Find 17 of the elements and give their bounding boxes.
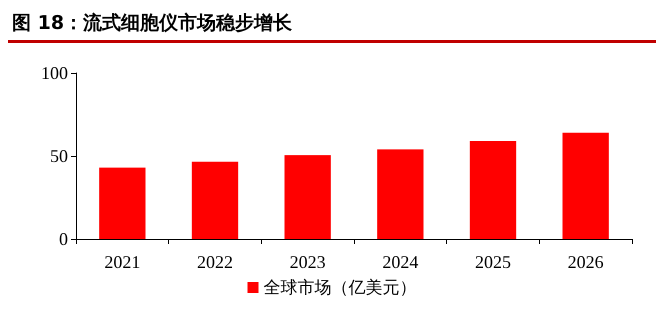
x-tick-label: 2022 <box>197 252 233 272</box>
x-tick-label: 2026 <box>568 252 604 272</box>
x-tick-label: 2025 <box>475 252 511 272</box>
bar <box>562 132 609 239</box>
x-tick-label: 2021 <box>104 252 140 272</box>
x-tick-label: 2024 <box>382 252 418 272</box>
bar <box>377 149 424 239</box>
bar <box>284 155 331 239</box>
y-tick-label: 100 <box>41 63 68 83</box>
bar <box>470 141 516 239</box>
x-tick-label: 2023 <box>290 252 326 272</box>
bar <box>192 162 238 239</box>
y-tick-label: 0 <box>59 229 68 249</box>
legend-label: 全球市场（亿美元） <box>264 278 416 297</box>
y-tick-label: 50 <box>50 146 68 166</box>
bar <box>99 168 146 239</box>
chart-title: 图 18：流式细胞仪市场稳步增长 <box>11 11 294 36</box>
